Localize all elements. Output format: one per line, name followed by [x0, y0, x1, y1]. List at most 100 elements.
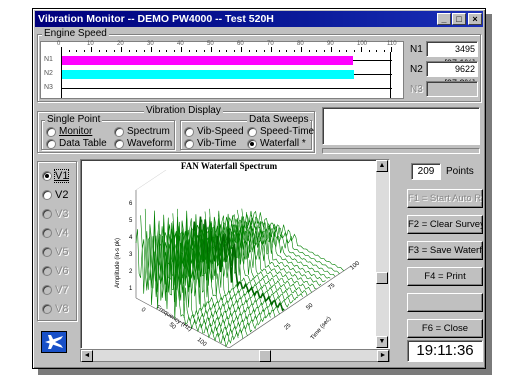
radio-monitor-label: Monitor	[59, 126, 93, 137]
scale-tick	[218, 50, 220, 52]
blank-function-button[interactable]	[407, 293, 483, 312]
radio-waveform[interactable]: Waveform	[114, 138, 172, 149]
scale-tick	[368, 50, 370, 52]
title-bar[interactable]: Vibration Monitor -- DEMO PW4000 -- Test…	[35, 11, 483, 27]
y-tick-label: 50	[305, 302, 314, 311]
channel-v3[interactable]: V3	[42, 208, 68, 220]
print-button[interactable]: F4 = Print	[407, 267, 483, 286]
sweep-group: Data Sweeps Vib-Speed Vib-Time Speed-Tim…	[180, 114, 314, 150]
close-button[interactable]: ×	[468, 13, 482, 25]
scale-tick	[158, 50, 160, 52]
radio-waterfall[interactable]: Waterfall *	[247, 138, 306, 149]
scale-tick	[226, 50, 227, 52]
radio-vib-speed-label: Vib-Speed	[197, 126, 244, 137]
scroll-thumb[interactable]	[376, 272, 388, 284]
close-dialog-button[interactable]: F6 = Close	[407, 319, 483, 338]
scale-tick	[106, 50, 107, 52]
scale-tick	[181, 47, 182, 52]
plot-vertical-scrollbar[interactable]: ▲ ▼	[376, 160, 389, 348]
channel-v2[interactable]: V2	[42, 189, 68, 201]
scale-tick	[308, 50, 310, 52]
channel-v8[interactable]: V8	[42, 303, 68, 315]
scale-tick	[383, 50, 385, 52]
start-auto-run-button[interactable]: F1 = Start Auto Run	[407, 189, 483, 208]
x-tick-label: 50	[168, 322, 177, 331]
speed-scale: 0 10 20 30 40 50 60 70 80 90 100 110	[57, 41, 397, 52]
scale-tick	[98, 50, 100, 52]
readout-value-n1: 3495 [97.1%]	[426, 41, 478, 68]
radio-spectrum[interactable]: Spectrum	[114, 126, 170, 137]
speed-bar-label: N1	[44, 56, 53, 63]
scale-tick	[353, 50, 355, 52]
scroll-right-button[interactable]: ►	[377, 350, 389, 362]
radio-button-circle	[46, 138, 56, 149]
radio-vib-time[interactable]: Vib-Time	[184, 138, 236, 149]
scale-tick	[278, 50, 280, 52]
scroll-down-button[interactable]: ▼	[376, 336, 388, 348]
waterfall-plot: FAN Waterfall Spectrum 1 2 3 4 5 6 Amplitude (…	[80, 159, 390, 349]
scroll-up-button[interactable]: ▲	[376, 160, 388, 172]
radio-button-circle	[184, 126, 194, 137]
waterfall-trace	[227, 216, 322, 286]
channel-v4[interactable]: V4	[42, 227, 68, 239]
channel-v1[interactable]: V1	[42, 169, 70, 183]
waterfall-trace	[246, 210, 340, 275]
readout-value-n3	[426, 81, 478, 97]
radio-button-circle	[42, 190, 52, 200]
horizontal-scroll-thumb[interactable]	[259, 350, 271, 362]
speed-bar-n1	[62, 56, 354, 65]
x-axis-line	[135, 297, 230, 348]
y-tick-label: 75	[327, 282, 336, 291]
radio-button-circle	[42, 228, 52, 238]
radio-data-table[interactable]: Data Table	[46, 138, 107, 149]
minimize-icon: _	[441, 14, 447, 24]
minimize-button[interactable]: _	[437, 13, 451, 25]
scale-tick-label: 0	[57, 41, 61, 47]
message-box	[322, 107, 480, 145]
message-divider	[322, 148, 480, 154]
waterfall-trace	[154, 214, 248, 336]
scale-tick	[76, 50, 77, 52]
engine-speed-group: Engine Speed 0 10 20 30 40 50 60 70 80 90 100 110 N…	[37, 28, 481, 102]
waterfall-trace	[223, 215, 317, 289]
scale-tick	[61, 47, 62, 52]
radio-button-circle	[114, 126, 124, 137]
waterfall-trace	[177, 208, 271, 319]
y-axis-line	[228, 265, 352, 348]
radio-monitor[interactable]: Monitor	[46, 126, 92, 137]
radio-button-circle	[42, 285, 52, 295]
maximize-button[interactable]: □	[452, 13, 466, 25]
scale-tick-label: 40	[177, 41, 184, 47]
clear-survey-button[interactable]: F2 = Clear Survey	[407, 215, 483, 234]
scale-tick	[301, 47, 302, 52]
channel-v6[interactable]: V6	[42, 265, 68, 277]
scale-tick	[271, 47, 272, 52]
points-input[interactable]: 209	[411, 163, 441, 180]
scale-tick	[361, 47, 362, 52]
scale-tick	[121, 47, 122, 52]
single-point-label: Single Point	[45, 114, 103, 126]
scale-tick	[166, 50, 167, 52]
channel-v5[interactable]: V5	[42, 246, 68, 258]
scale-tick	[346, 50, 347, 52]
readout-label-n3: N3	[410, 84, 423, 95]
x-tick-label: 0	[140, 307, 147, 314]
radio-button-circle	[42, 304, 52, 314]
scroll-left-button[interactable]: ◄	[81, 350, 93, 362]
radio-button-circle	[247, 126, 257, 137]
scale-tick	[136, 50, 137, 52]
scale-tick	[293, 50, 295, 52]
y-tick-label: 100	[349, 260, 361, 271]
readout-label-n1: N1	[410, 44, 423, 55]
radio-vib-speed[interactable]: Vib-Speed	[184, 126, 244, 137]
channel-label: V1	[53, 169, 70, 183]
channel-v7[interactable]: V7	[42, 284, 68, 296]
plot-horizontal-scrollbar[interactable]: ◄ ►	[80, 349, 390, 362]
scale-tick-label: 20	[117, 41, 124, 47]
scale-tick	[256, 50, 257, 52]
engine-speed-label: Engine Speed	[42, 28, 109, 40]
save-waterfall-button[interactable]: F3 = Save Waterfall	[407, 241, 483, 260]
z-tick-label: 4	[129, 235, 133, 241]
waterfall-trace	[218, 213, 313, 293]
radio-speed-time[interactable]: Speed-Time	[247, 126, 314, 137]
